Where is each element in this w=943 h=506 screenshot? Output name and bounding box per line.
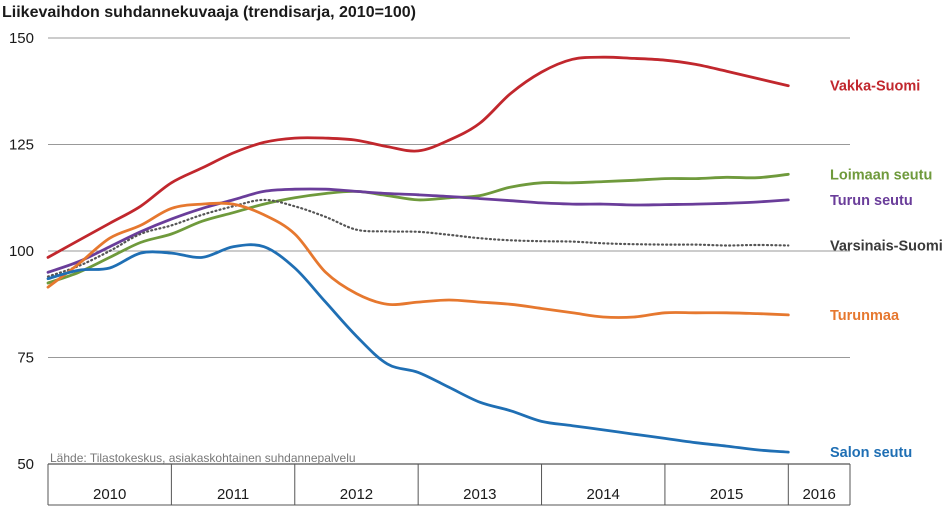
x-tick-label: 2010	[93, 486, 126, 503]
x-tick-label: 2012	[340, 486, 373, 503]
series-label: Turun seutu	[830, 193, 913, 209]
y-tick-label: 125	[9, 137, 34, 154]
series-line	[46, 243, 790, 454]
series-line	[46, 55, 790, 259]
y-tick-label: 150	[9, 30, 34, 47]
series-lines	[46, 55, 790, 454]
y-tick-label: 75	[17, 350, 34, 367]
series-line	[46, 198, 790, 278]
y-axis: 150 125 100 75 50	[9, 30, 34, 473]
y-tick-label: 50	[17, 456, 34, 473]
x-tick-label: 2016	[802, 486, 835, 503]
series-labels: Vakka-Suomi Loimaan seutu Turun seutu Varsi…	[830, 79, 943, 461]
source-note: Lähde: Tilastokeskus, asiakaskohtainen s…	[50, 451, 356, 465]
x-tick-label: 2015	[710, 486, 743, 503]
series-line	[46, 172, 790, 285]
series-line	[46, 187, 790, 274]
x-axis: 2010 2011 2012 2013 2014 2015 2016	[47, 463, 851, 506]
gridlines	[48, 37, 850, 465]
x-tick-label: 2014	[587, 486, 620, 503]
series-label: Varsinais-Suomi	[830, 238, 943, 254]
series-label: Salon seutu	[830, 445, 912, 461]
series-label: Vakka-Suomi	[830, 79, 920, 95]
series-label: Turunmaa	[830, 308, 900, 324]
series-label: Loimaan seutu	[830, 167, 932, 183]
x-tick-label: 2011	[217, 486, 249, 503]
chart-title: Liikevaihdon suhdannekuvaaja (trendisarj…	[2, 4, 416, 21]
x-tick-label: 2013	[463, 486, 496, 503]
y-tick-label: 100	[9, 243, 34, 260]
series-line	[46, 201, 790, 319]
